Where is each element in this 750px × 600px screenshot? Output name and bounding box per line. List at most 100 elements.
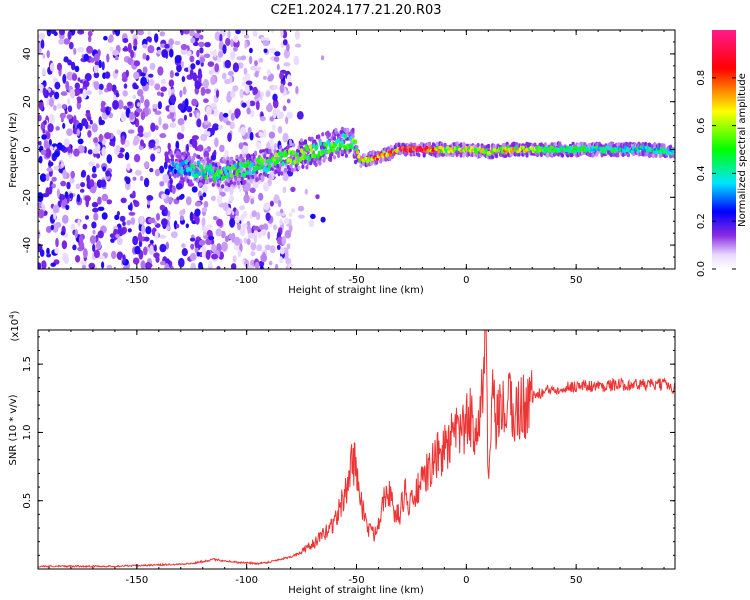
signal-halo-cell bbox=[277, 167, 281, 172]
noise-cell bbox=[214, 63, 220, 73]
noise-cell bbox=[67, 105, 73, 113]
noise-cell bbox=[52, 204, 60, 214]
signal-halo-cell bbox=[303, 159, 308, 164]
noise-cell bbox=[91, 201, 99, 208]
noise-cell bbox=[277, 199, 282, 208]
noise-cell bbox=[282, 39, 288, 46]
noise-cell bbox=[244, 182, 251, 192]
noise-cell bbox=[133, 154, 141, 163]
noise-cell bbox=[62, 122, 66, 129]
noise-cell bbox=[132, 190, 136, 197]
noise-cell bbox=[60, 160, 65, 168]
noise-cell bbox=[121, 76, 128, 83]
noise-cell bbox=[97, 196, 102, 205]
noise-cell bbox=[61, 240, 68, 250]
noise-cell bbox=[168, 88, 172, 97]
noise-cell bbox=[203, 150, 210, 159]
noise-cell bbox=[124, 152, 130, 161]
signal-halo-cell bbox=[336, 153, 341, 158]
noise-cell bbox=[194, 201, 202, 207]
signal-halo-cell bbox=[455, 152, 459, 157]
signal-cell bbox=[173, 169, 177, 174]
noise-cell bbox=[145, 226, 152, 235]
noise-cell bbox=[191, 135, 199, 141]
signal-halo-cell bbox=[310, 137, 314, 142]
signal-halo-cell bbox=[431, 142, 435, 147]
signal-cell bbox=[194, 168, 198, 174]
noise-cell bbox=[89, 235, 97, 245]
noise-cell bbox=[137, 30, 145, 36]
noise-cell bbox=[149, 244, 154, 254]
noise-cell bbox=[186, 50, 192, 57]
noise-cell bbox=[196, 112, 201, 120]
noise-cell bbox=[222, 202, 229, 212]
noise-cell bbox=[86, 90, 92, 95]
noise-cell bbox=[121, 135, 125, 142]
noise-cell bbox=[106, 82, 113, 92]
noise-cell bbox=[38, 229, 41, 239]
signal-halo-cell bbox=[253, 173, 258, 178]
noise-cell bbox=[267, 231, 271, 240]
signal-halo-cell bbox=[178, 158, 182, 163]
noise-cell bbox=[100, 100, 105, 110]
noise-cell bbox=[296, 111, 304, 120]
noise-cell bbox=[56, 142, 63, 151]
signal-halo-cell bbox=[645, 151, 649, 157]
noise-cell bbox=[254, 261, 260, 269]
noise-cell bbox=[224, 235, 229, 243]
noise-cell bbox=[199, 34, 204, 40]
noise-cell bbox=[103, 35, 108, 41]
signal-halo-cell bbox=[263, 154, 267, 159]
noise-cell bbox=[240, 126, 247, 136]
noise-cell bbox=[189, 55, 195, 63]
y-tick-label: -20 bbox=[22, 189, 33, 205]
y-tick-label: 20 bbox=[22, 95, 33, 108]
noise-cell bbox=[127, 204, 133, 211]
noise-cell bbox=[122, 221, 126, 227]
noise-cell bbox=[254, 60, 258, 67]
signal-halo-cell bbox=[351, 127, 355, 133]
noise-cell bbox=[149, 167, 154, 173]
signal-cell bbox=[548, 149, 552, 153]
noise-cell bbox=[210, 76, 216, 86]
noise-cell bbox=[199, 195, 204, 201]
noise-cell bbox=[198, 261, 203, 269]
noise-cell bbox=[249, 131, 254, 141]
noise-cell bbox=[87, 149, 93, 155]
noise-cell bbox=[245, 80, 253, 86]
noise-cell bbox=[65, 204, 70, 210]
noise-cell bbox=[57, 103, 62, 110]
signal-cell bbox=[224, 169, 228, 175]
noise-cell bbox=[203, 53, 211, 59]
noise-cell bbox=[164, 43, 170, 49]
noise-cell bbox=[97, 206, 105, 211]
noise-cell bbox=[283, 48, 290, 59]
noise-cell bbox=[202, 183, 208, 193]
noise-cell bbox=[206, 224, 213, 229]
x-tick-label: 50 bbox=[570, 275, 583, 286]
noise-cell bbox=[67, 30, 72, 40]
noise-cell bbox=[119, 215, 126, 222]
noise-cell bbox=[197, 72, 203, 80]
signal-halo-cell bbox=[191, 156, 196, 161]
noise-cell bbox=[155, 223, 161, 229]
noise-cell bbox=[127, 228, 132, 233]
signal-cell bbox=[293, 159, 297, 165]
noise-cell bbox=[58, 194, 66, 201]
signal-cell bbox=[313, 153, 317, 159]
signal-cell bbox=[237, 168, 241, 174]
noise-cell bbox=[266, 69, 271, 76]
noise-cell bbox=[168, 196, 173, 204]
signal-halo-cell bbox=[293, 167, 297, 172]
signal-halo-cell bbox=[176, 150, 180, 156]
signal-cell bbox=[261, 159, 265, 164]
signal-halo-cell bbox=[318, 161, 322, 166]
signal-cell bbox=[215, 176, 219, 181]
noise-cell bbox=[150, 153, 156, 162]
noise-cell bbox=[217, 51, 224, 58]
signal-cell bbox=[340, 140, 344, 146]
x-tick-label: 0 bbox=[463, 275, 469, 286]
signal-cell bbox=[255, 164, 259, 170]
noise-cell bbox=[229, 76, 233, 84]
noise-cell bbox=[253, 229, 258, 236]
